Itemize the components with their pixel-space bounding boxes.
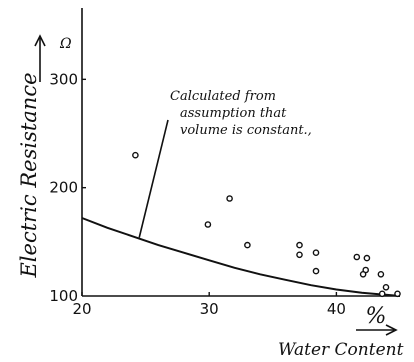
x-tick-label: 40 [327, 300, 346, 318]
data-point [394, 290, 401, 298]
y-axis-unit: Ω [59, 36, 72, 52]
annotation: Calculated from assumption that volume is … [138, 89, 312, 238]
data-point [382, 283, 390, 291]
data-point [353, 253, 361, 261]
y-tick-label: 200 [49, 179, 78, 197]
calculated-curve [81, 217, 401, 297]
calculated-curve-layer [81, 217, 401, 297]
data-point [377, 270, 385, 278]
x-tick-label: 20 [72, 300, 91, 318]
y-axis-label: Electric Resistance [17, 72, 41, 278]
data-point [359, 270, 367, 278]
x-label-arrowhead [385, 324, 398, 336]
data-point [226, 195, 233, 202]
data-point [204, 221, 212, 228]
ticks: 100 200 300 20 30 40 [49, 70, 346, 318]
x-tick-label: 30 [200, 300, 219, 318]
axes [81, 8, 400, 297]
data-point [244, 241, 251, 249]
data-point [378, 290, 386, 298]
annotation-pointer [138, 119, 169, 238]
data-point [296, 251, 303, 259]
x-axis-label: Water Content [278, 340, 404, 360]
data-points-layer [132, 151, 401, 298]
data-point [312, 249, 320, 256]
data-point [296, 241, 303, 249]
y-tick-label: 100 [49, 287, 78, 305]
x-axis-unit: % [366, 304, 387, 329]
data-point [312, 267, 320, 275]
annotation-line: assumption that [180, 106, 287, 121]
annotation-line: volume is constant., [180, 123, 312, 138]
y-label-arrowhead [34, 34, 46, 47]
data-point [363, 254, 371, 262]
data-point [132, 151, 139, 159]
y-tick-label: 300 [49, 70, 78, 88]
annotation-line: Calculated from [170, 89, 276, 104]
